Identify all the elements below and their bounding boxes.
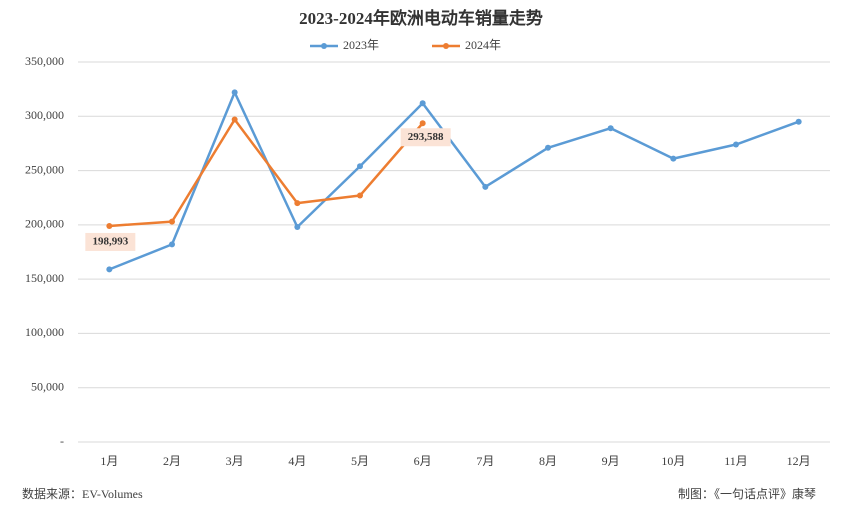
legend-swatch-dot bbox=[321, 43, 327, 49]
x-tick-label: 9月 bbox=[602, 454, 620, 468]
value-label-box bbox=[85, 232, 136, 251]
x-tick-label: 10月 bbox=[661, 454, 685, 468]
y-tick-label: - bbox=[60, 434, 64, 448]
data-point bbox=[482, 183, 489, 190]
data-point bbox=[419, 100, 426, 107]
data-point bbox=[106, 222, 113, 229]
y-tick-label: 50,000 bbox=[31, 379, 64, 393]
data-point bbox=[545, 144, 551, 151]
source: 数据来源：EV-Volumes bbox=[22, 486, 143, 501]
data-point bbox=[357, 192, 363, 199]
value-label-box bbox=[400, 128, 451, 147]
data-point bbox=[607, 125, 614, 132]
x-tick-label: 2月 bbox=[163, 454, 181, 468]
credit: 制图：《一句话点评》康琴 bbox=[678, 486, 816, 501]
data-point bbox=[357, 163, 363, 170]
value-label: 293,588 bbox=[408, 131, 444, 143]
y-tick-label: 200,000 bbox=[25, 217, 64, 231]
chart-title: 2023-2024年欧洲电动车销量走势 bbox=[299, 8, 543, 28]
x-tick-label: 4月 bbox=[288, 454, 306, 468]
y-tick-label: 150,000 bbox=[25, 271, 64, 285]
data-point bbox=[419, 120, 426, 127]
y-tick-label: 350,000 bbox=[25, 54, 64, 68]
data-point bbox=[106, 266, 113, 273]
legend-label: 2023年 bbox=[343, 38, 379, 52]
legend-label: 2024年 bbox=[465, 38, 501, 52]
x-tick-label: 8月 bbox=[539, 454, 557, 468]
data-point bbox=[733, 141, 739, 148]
x-tick-label: 7月 bbox=[476, 454, 494, 468]
series-line bbox=[108, 91, 800, 271]
data-point bbox=[294, 224, 301, 231]
y-tick-label: 300,000 bbox=[25, 108, 64, 122]
data-point bbox=[670, 155, 677, 162]
series-line bbox=[109, 118, 424, 228]
value-label: 198,993 bbox=[92, 235, 128, 247]
data-point bbox=[795, 118, 802, 125]
data-point bbox=[169, 241, 175, 248]
legend-swatch-dot bbox=[443, 43, 449, 49]
data-point bbox=[231, 89, 238, 96]
data-point bbox=[231, 116, 238, 123]
x-tick-label: 11月 bbox=[724, 454, 748, 468]
data-point bbox=[294, 200, 301, 207]
data-point bbox=[169, 218, 175, 225]
x-tick-label: 12月 bbox=[787, 454, 811, 468]
x-tick-label: 3月 bbox=[226, 454, 244, 468]
x-tick-label: 6月 bbox=[414, 454, 432, 468]
x-tick-label: 1月 bbox=[100, 454, 118, 468]
x-tick-label: 5月 bbox=[351, 454, 369, 468]
y-tick-label: 250,000 bbox=[25, 162, 64, 176]
y-tick-label: 100,000 bbox=[25, 325, 64, 339]
